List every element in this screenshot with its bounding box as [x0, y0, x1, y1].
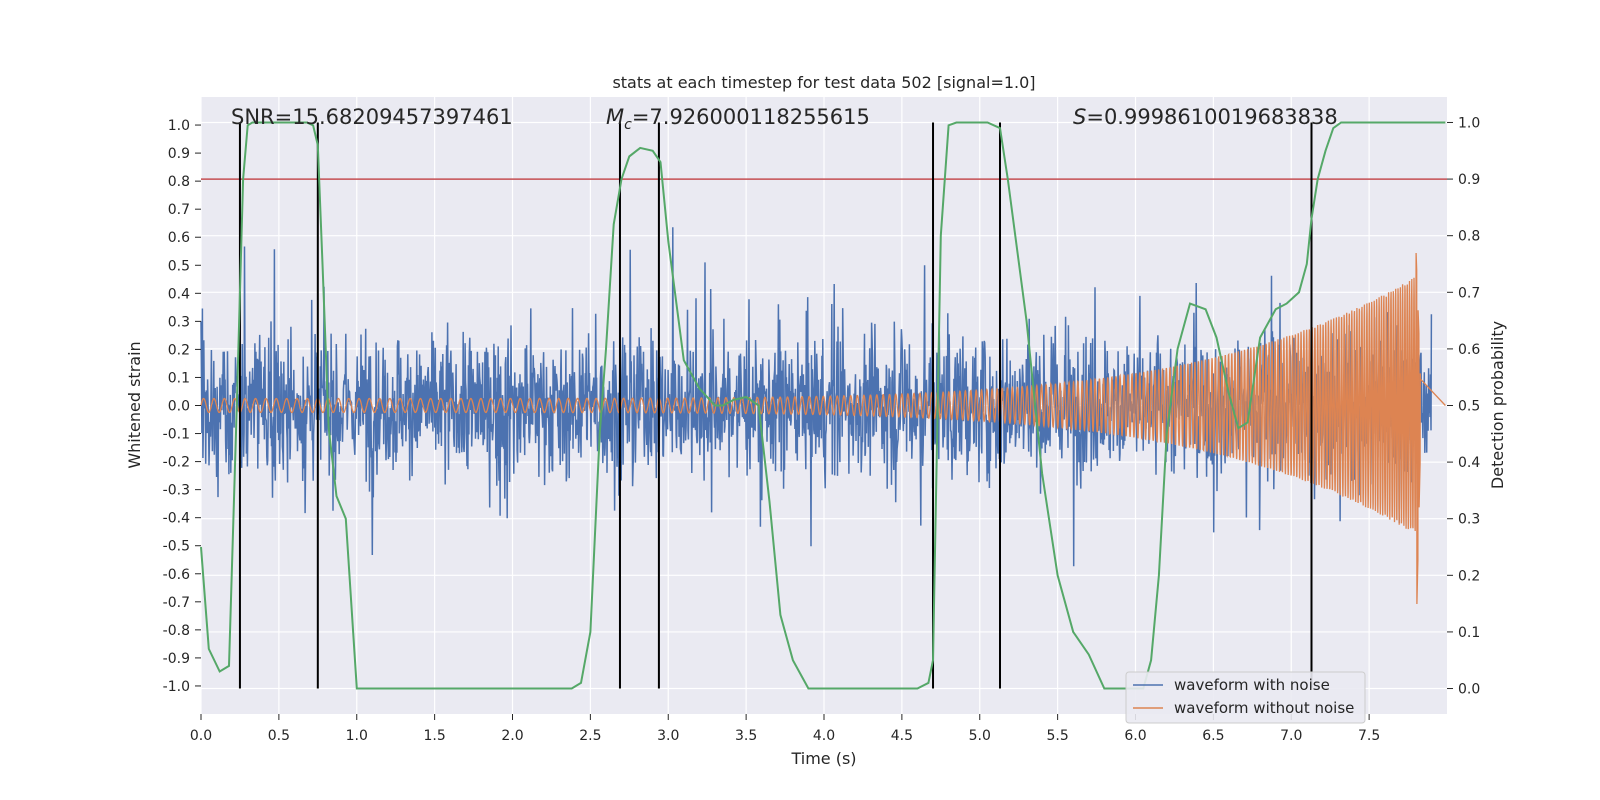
series-detection-probability	[200, 121, 1446, 690]
legend: waveform with noise waveform without noi…	[1125, 671, 1366, 724]
line-detection-probability	[200, 121, 1446, 690]
y-tick-label-20: -1.0	[163, 679, 190, 695]
legend-label-noise: waveform with noise	[1174, 676, 1330, 694]
chart-title: stats at each timestep for test data 502…	[612, 73, 1035, 92]
x-tick-label-9: 4.5	[891, 728, 913, 744]
y-tick-label-4: 0.6	[168, 230, 190, 246]
y-tick-label-16: -0.6	[163, 567, 190, 583]
x-tick-label-13: 6.5	[1202, 728, 1224, 744]
x-tick-label-15: 7.5	[1358, 728, 1380, 744]
score-annotation: S=0.9998610019683838	[1073, 105, 1338, 129]
y-tick-label-11: -0.1	[163, 427, 190, 443]
x-tick-label-14: 7.0	[1280, 728, 1302, 744]
x-axis-ticks: 0.0 0.5 1.0 1.5 2.0 2.5 3.0 3.5 4.0 4.5 5.0 5.5 6.0 6…	[190, 714, 1380, 744]
y-tick-label-6: 0.4	[168, 286, 190, 302]
y-tick-label-18: -0.8	[163, 623, 190, 639]
x-axis-label: Time (s)	[790, 749, 856, 768]
y2-tick-label-0: 1.0	[1458, 115, 1480, 131]
score-value: =0.9998610019683838	[1086, 105, 1337, 129]
y-axis-left-ticks: 1.0 0.9 0.8 0.7 0.6 0.5 0.4 0.3 0.2 0.1 0.0 -0.1 -0.…	[163, 118, 201, 695]
x-tick-label-6: 3.0	[657, 728, 679, 744]
x-tick-label-3: 1.5	[423, 728, 445, 744]
series-waveform-without-noise	[200, 252, 1446, 605]
chirp-mass-annotation: Mc=7.926000118255615	[606, 105, 870, 133]
y2-tick-label-3: 0.7	[1458, 285, 1480, 301]
y2-tick-label-6: 0.4	[1458, 455, 1480, 471]
y-tick-label-13: -0.3	[163, 483, 190, 499]
y-tick-label-14: -0.4	[163, 511, 190, 527]
y2-tick-label-5: 0.5	[1458, 399, 1480, 415]
y-tick-label-8: 0.2	[168, 342, 190, 358]
line-waveform-without-noise	[200, 252, 1446, 605]
y-tick-label-0: 1.0	[168, 118, 190, 134]
x-tick-label-10: 5.0	[969, 728, 991, 744]
y-tick-label-17: -0.7	[163, 595, 190, 611]
y-tick-label-12: -0.2	[163, 455, 190, 471]
chirp-mass-value: =7.926000118255615	[632, 105, 870, 129]
y2-tick-label-9: 0.1	[1458, 625, 1480, 641]
x-tick-label-11: 5.5	[1046, 728, 1068, 744]
x-tick-label-8: 4.0	[813, 728, 835, 744]
y2-axis-label: Detection probability	[1488, 321, 1507, 489]
y-tick-label-1: 0.9	[168, 146, 190, 162]
y-tick-label-7: 0.3	[168, 314, 190, 330]
x-tick-label-5: 2.5	[579, 728, 601, 744]
y-tick-label-15: -0.5	[163, 539, 190, 555]
y2-tick-label-2: 0.8	[1458, 229, 1480, 245]
y2-tick-label-4: 0.6	[1458, 342, 1480, 358]
y2-tick-label-8: 0.2	[1458, 568, 1480, 584]
y2-tick-label-1: 0.9	[1458, 172, 1480, 188]
y-tick-label-19: -0.9	[163, 651, 190, 667]
y2-tick-label-7: 0.3	[1458, 512, 1480, 528]
y-tick-label-5: 0.5	[168, 258, 190, 274]
x-tick-label-7: 3.5	[735, 728, 757, 744]
score-symbol: S	[1073, 105, 1086, 129]
x-tick-label-0: 0.0	[190, 728, 212, 744]
y-axis-label: Whitened strain	[125, 341, 144, 468]
x-tick-label-2: 1.0	[346, 728, 368, 744]
legend-label-clean: waveform without noise	[1174, 699, 1354, 717]
x-tick-label-1: 0.5	[268, 728, 290, 744]
y-axis-right-ticks: 1.0 0.9 0.8 0.7 0.6 0.5 0.4 0.3 0.2 0.1 0.0	[1447, 115, 1480, 698]
legend-box	[1125, 671, 1366, 724]
snr-annotation: SNR=15.68209457397461	[231, 105, 513, 129]
y-tick-label-9: 0.1	[168, 370, 190, 386]
x-tick-label-4: 2.0	[501, 728, 523, 744]
y2-tick-label-10: 0.0	[1458, 682, 1480, 698]
chirp-mass-subscript: c	[624, 117, 632, 133]
y-tick-label-2: 0.8	[168, 174, 190, 190]
chirp-mass-symbol: M	[606, 105, 624, 129]
y-tick-label-10: 0.0	[168, 399, 190, 415]
x-tick-label-12: 6.0	[1124, 728, 1146, 744]
y-tick-label-3: 0.7	[168, 202, 190, 218]
